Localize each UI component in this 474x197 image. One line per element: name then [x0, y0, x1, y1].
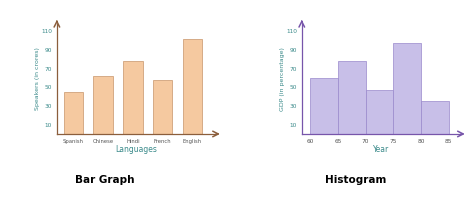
Bar: [123, 61, 143, 134]
Bar: [183, 39, 202, 134]
Y-axis label: Speakers (in crores): Speakers (in crores): [35, 47, 40, 110]
Bar: [93, 76, 113, 134]
Bar: [338, 61, 365, 134]
Bar: [64, 92, 83, 134]
Bar: [153, 80, 173, 134]
Bar: [365, 90, 393, 134]
Text: Histogram: Histogram: [325, 175, 386, 185]
X-axis label: Languages: Languages: [115, 145, 157, 154]
X-axis label: Year: Year: [373, 145, 389, 154]
Text: Bar Graph: Bar Graph: [74, 175, 134, 185]
Bar: [421, 101, 449, 134]
Y-axis label: GDP (in percentage): GDP (in percentage): [280, 47, 284, 111]
Bar: [310, 78, 338, 134]
Bar: [393, 43, 421, 134]
